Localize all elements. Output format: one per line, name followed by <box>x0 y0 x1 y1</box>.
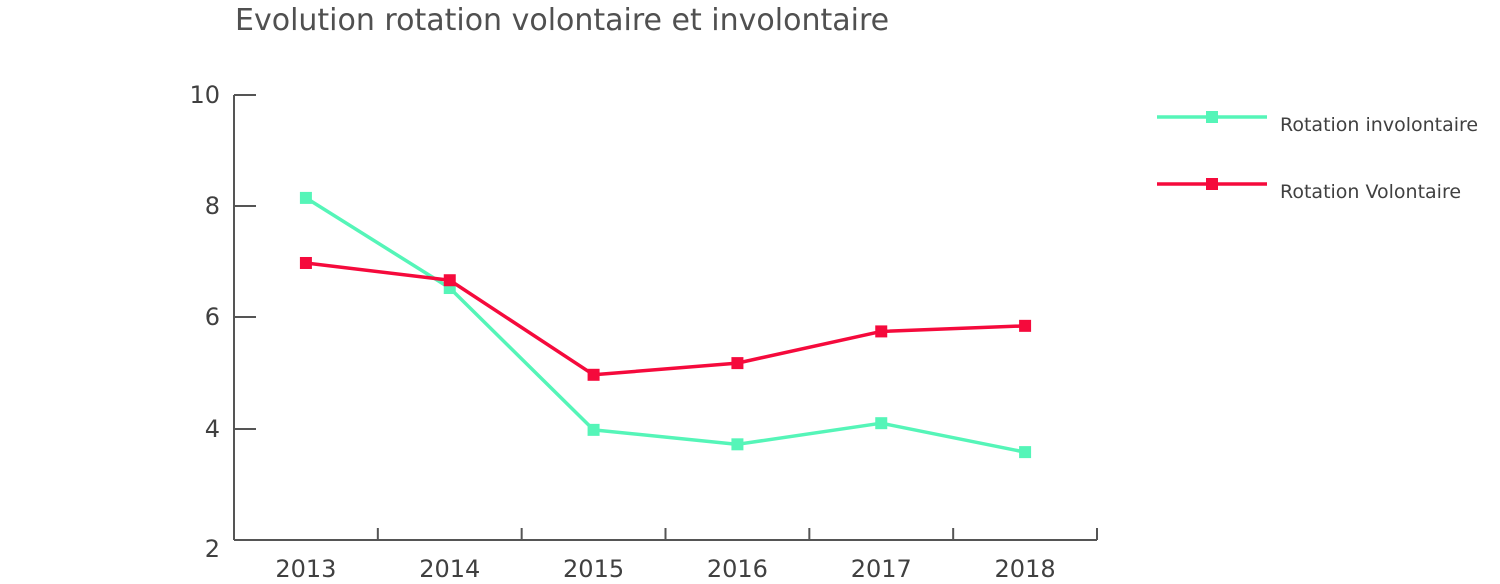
x-tick-label-2014: 2014 <box>419 555 480 583</box>
data-point-0-2015 <box>587 423 600 436</box>
legend-label-0: Rotation involontaire <box>1280 114 1478 136</box>
y-tick-8: 8 <box>205 192 256 220</box>
legend-item-1: Rotation Volontaire <box>1157 178 1461 203</box>
legend-label-1: Rotation Volontaire <box>1280 181 1461 203</box>
data-point-0-2016 <box>731 438 744 451</box>
chart-title: Evolution rotation volontaire et involon… <box>235 3 889 38</box>
x-ticks: 2013 2014 2015 2016 2017 2018 <box>275 528 1098 583</box>
legend-swatch-marker <box>1206 178 1218 190</box>
series-1 <box>299 256 1032 381</box>
x-tick-label-2015: 2015 <box>563 555 624 583</box>
x-tick-label-2018: 2018 <box>995 555 1056 583</box>
data-point-1-2014 <box>443 274 456 287</box>
legend: Rotation involontaire Rotation Volontaire <box>1157 111 1478 203</box>
y-tick-label-4: 4 <box>205 415 220 443</box>
series-line-0 <box>304 196 1026 454</box>
x-tick-label-2016: 2016 <box>707 555 768 583</box>
data-point-1-2017 <box>875 325 888 338</box>
series-line-1 <box>305 261 1026 377</box>
data-point-1-2013 <box>299 256 312 269</box>
y-tick-4: 4 <box>205 415 256 443</box>
y-tick-10: 10 <box>189 81 256 109</box>
legend-item-0: Rotation involontaire <box>1157 111 1478 136</box>
y-tick-label-8: 8 <box>205 192 220 220</box>
y-tick-6: 6 <box>205 303 256 331</box>
data-point-0-2013 <box>299 191 312 204</box>
series-layer <box>299 191 1032 459</box>
y-tick-label-10: 10 <box>189 81 220 109</box>
data-point-0-2017 <box>875 417 888 430</box>
series-0 <box>299 191 1032 459</box>
y-ticks: 10 8 6 4 2 <box>189 81 256 563</box>
data-point-1-2018 <box>1019 319 1032 332</box>
data-point-1-2015 <box>587 368 600 381</box>
x-tick-label-2017: 2017 <box>851 555 912 583</box>
legend-swatch-marker <box>1206 111 1218 123</box>
x-tick-label-2013: 2013 <box>275 555 336 583</box>
y-tick-label-2: 2 <box>205 535 220 563</box>
data-point-1-2016 <box>731 357 744 370</box>
y-tick-label-6: 6 <box>205 303 220 331</box>
data-point-0-2018 <box>1019 446 1032 459</box>
